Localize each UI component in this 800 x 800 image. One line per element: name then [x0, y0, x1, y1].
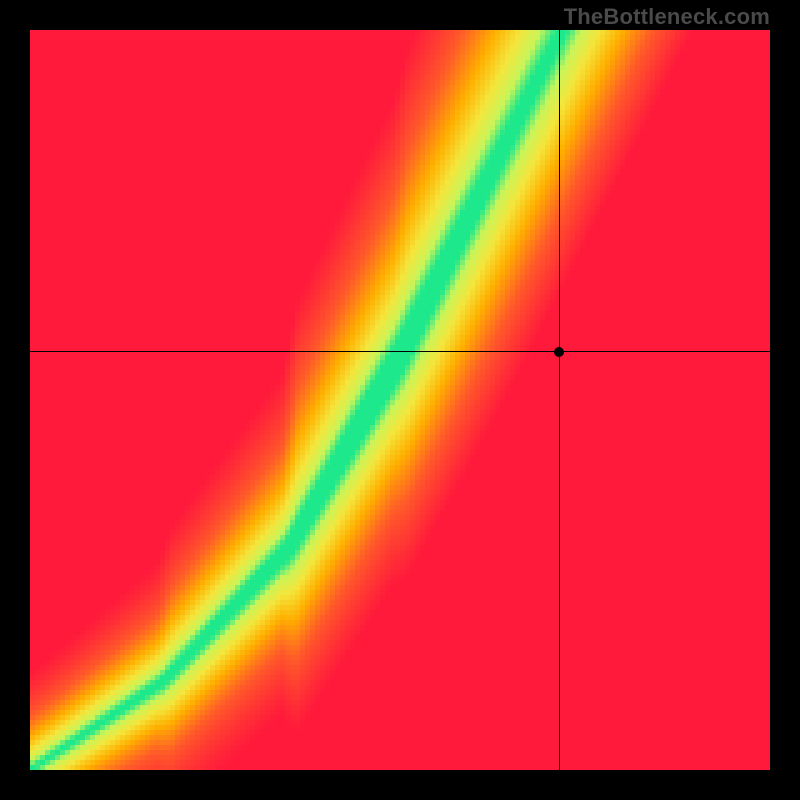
crosshair-marker [554, 347, 564, 357]
heatmap-canvas [30, 30, 770, 770]
watermark-text: TheBottleneck.com [564, 4, 770, 30]
plot-area [30, 30, 770, 770]
chart-container: TheBottleneck.com [0, 0, 800, 800]
crosshair-horizontal [30, 351, 770, 352]
crosshair-vertical [559, 30, 560, 770]
